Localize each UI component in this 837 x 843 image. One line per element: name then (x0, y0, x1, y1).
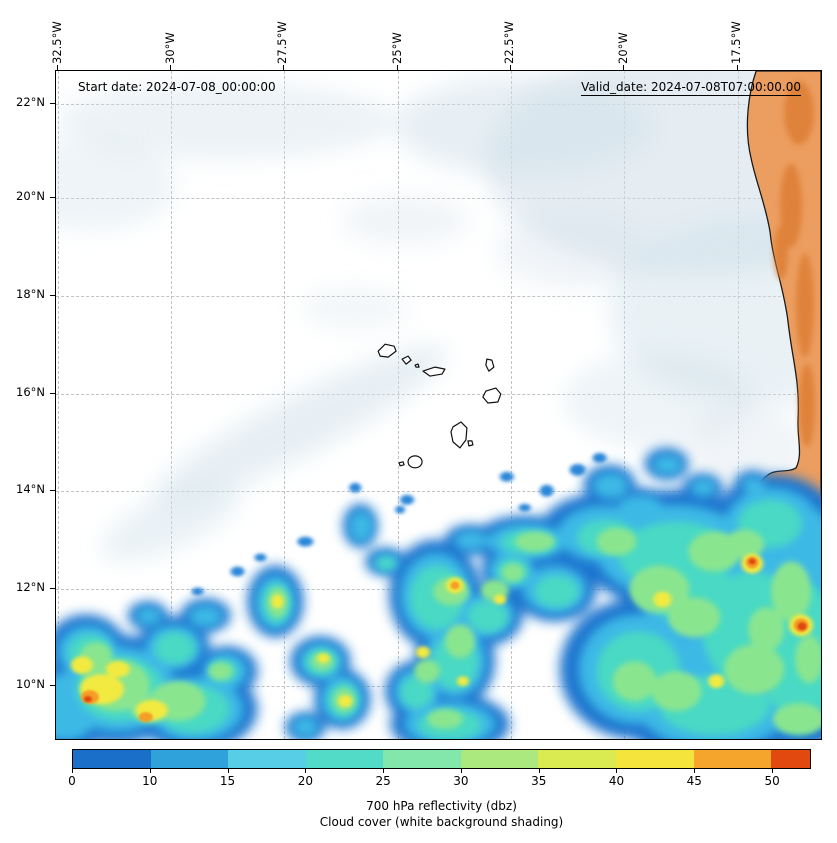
colorbar-tick-label: 25 (375, 774, 391, 788)
x-axis-tick-label: 30°W (162, 32, 177, 64)
x-axis-tick-label: 25°W (389, 32, 404, 64)
colorbar-tick-label: 45 (686, 774, 702, 788)
colorbar-tick-label: 0 (68, 774, 76, 788)
valid-date-label: Valid_date: 2024-07-08T07:00:00.00 (581, 80, 801, 96)
gridline-vertical (510, 71, 512, 739)
y-tickmark (50, 197, 55, 199)
gridline-horizontal (56, 393, 821, 395)
colorbar-tick-layer: 0 10 15 20 25 30 35 40 45 50 (68, 769, 811, 793)
y-tickmark (50, 587, 55, 589)
colorbar-segment (538, 750, 617, 768)
y-axis-tick-label: 14°N (16, 482, 45, 497)
plot-area: Start date: 2024-07-08_00:00:00 Valid_da… (55, 70, 822, 740)
reflectivity-speck-layer (191, 452, 607, 596)
colorbar-title: 700 hPa reflectivity (dbz) (366, 799, 517, 813)
y-tickmark (50, 490, 55, 492)
colorbar-subtitle: Cloud cover (white background shading) (319, 815, 564, 829)
colorbar-segment (73, 750, 151, 768)
colorbar-segment (693, 750, 772, 768)
x-tickmark (397, 65, 399, 70)
x-tickmark (736, 65, 738, 70)
colorbar-tick-label: 35 (531, 774, 547, 788)
colorbar (72, 749, 811, 769)
colorbar-tickmark (772, 769, 774, 773)
colorbar-tickmark (383, 769, 385, 773)
y-tickmark (50, 392, 55, 394)
y-tickmark (50, 685, 55, 687)
gridline-vertical (171, 71, 173, 739)
y-axis-tick-label: 20°N (16, 189, 45, 204)
colorbar-segment (616, 750, 694, 768)
colorbar-tick-label: 40 (608, 774, 625, 788)
x-axis-tick-label: 20°W (615, 32, 630, 64)
start-date-label: Start date: 2024-07-08_00:00:00 (78, 80, 276, 94)
gridline-horizontal (56, 296, 821, 298)
gridline-horizontal (56, 491, 821, 493)
x-axis-tick-label: 27.5°W (275, 21, 290, 64)
colorbar-tickmark (305, 769, 307, 773)
y-tickmark (50, 102, 55, 104)
gridline-vertical (58, 71, 60, 739)
land-terrain-shading (774, 80, 816, 447)
colorbar-tickmark (227, 769, 229, 773)
colorbar-tick-label: 10 (142, 774, 158, 788)
x-tickmark (282, 65, 284, 70)
y-tickmark (50, 295, 55, 297)
x-tickmark (623, 65, 625, 70)
colorbar-tickmark (538, 769, 540, 773)
x-tickmark (57, 65, 59, 70)
islands-layer (377, 343, 502, 469)
x-tickmark (509, 65, 511, 70)
reflectivity-red-layer (83, 558, 807, 703)
colorbar-tick-label: 15 (219, 774, 236, 788)
x-axis-tick-label: 17.5°W (729, 21, 744, 64)
land-layer (746, 71, 821, 528)
colorbar-tickmark (72, 769, 73, 773)
colorbar-segment (460, 750, 539, 768)
gridline-vertical (398, 71, 400, 739)
x-axis-tick-label: 22.5°W (502, 21, 517, 64)
colorbar-tickmark (460, 769, 462, 773)
colorbar-tick-label: 20 (297, 774, 314, 788)
colorbar-segment (228, 750, 306, 768)
colorbar-tickmark (149, 769, 151, 773)
y-axis-tick-label: 12°N (16, 579, 45, 594)
y-axis-tick-label: 18°N (16, 287, 45, 302)
reflectivity-orange-layer (80, 556, 809, 723)
cloud-shading-layer (56, 71, 821, 561)
colorbar-tick-label: 30 (453, 774, 469, 788)
x-tickmark (170, 65, 172, 70)
colorbar-tickmark (616, 769, 618, 773)
x-axis-tick-label: 32.5°W (49, 21, 64, 64)
colorbar-tickmark (694, 769, 696, 773)
map-canvas (56, 71, 821, 739)
y-axis-tick-label: 10°N (16, 677, 45, 692)
colorbar-segment (305, 750, 384, 768)
colorbar-segment (150, 750, 229, 768)
y-axis-tick-label: 16°N (16, 384, 45, 399)
y-axis-tick-label: 22°N (16, 94, 45, 109)
colorbar-segment (383, 750, 461, 768)
colorbar-segment (771, 750, 810, 768)
colorbar-tick-label: 50 (764, 774, 780, 788)
